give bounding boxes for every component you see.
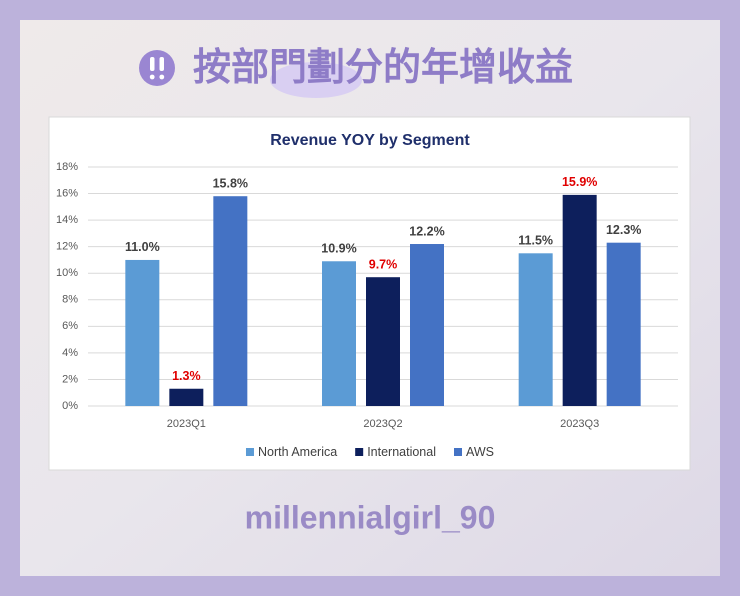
bar: [366, 277, 400, 406]
y-tick-label: 16%: [56, 187, 78, 199]
y-tick-label: 8%: [62, 294, 78, 306]
bar: [562, 194, 597, 406]
bar: [410, 244, 444, 406]
legend-label: International: [367, 445, 436, 459]
legend-label: AWS: [466, 445, 494, 459]
y-tick-label: 14%: [56, 214, 78, 226]
plot: 0% 2% 4% 6% 8% 10% 12% 14% 16% 18% 2023Q1 11.0% 1.3%…: [56, 161, 678, 459]
y-tick-label: 12%: [56, 241, 78, 253]
value-label: 11.5%: [518, 234, 553, 248]
y-tick-label: 6%: [62, 320, 78, 332]
value-label: 12.3%: [606, 223, 641, 237]
legend-swatch: [245, 448, 254, 456]
value-label: 11.0%: [125, 240, 160, 254]
value-label: 10.9%: [321, 242, 356, 256]
y-tick-label: 4%: [62, 347, 78, 359]
alert-icon: [139, 50, 175, 86]
y-tick-label: 2%: [62, 373, 78, 385]
bar: [322, 261, 356, 406]
value-label: 1.3%: [172, 369, 201, 383]
highlight: [270, 62, 362, 98]
legend-label: North America: [258, 445, 337, 459]
bar: [169, 388, 204, 406]
x-tick-label: 2023Q1: [167, 418, 206, 430]
bar: [125, 259, 160, 406]
x-tick-label: 2023Q3: [560, 418, 599, 430]
value-label: 9.7%: [369, 258, 398, 272]
header-title: 按部門劃分的年增收益: [193, 47, 573, 89]
legend-swatch: [454, 448, 462, 456]
value-label: 15.9%: [562, 175, 597, 189]
y-tick-label: 0%: [62, 400, 78, 412]
y-tick-label: 10%: [56, 267, 78, 279]
value-label: 12.2%: [409, 224, 444, 238]
bar: [606, 242, 641, 406]
chart-title: Revenue YOY by Segment: [270, 132, 470, 149]
footer-handle: millennialgirl_90: [245, 499, 496, 535]
bar: [518, 253, 553, 406]
x-tick-label: 2023Q2: [363, 418, 402, 430]
legend-swatch: [355, 448, 364, 456]
y-tick-label: 18%: [56, 161, 78, 173]
bar: [213, 196, 248, 406]
value-label: 15.8%: [213, 177, 248, 191]
